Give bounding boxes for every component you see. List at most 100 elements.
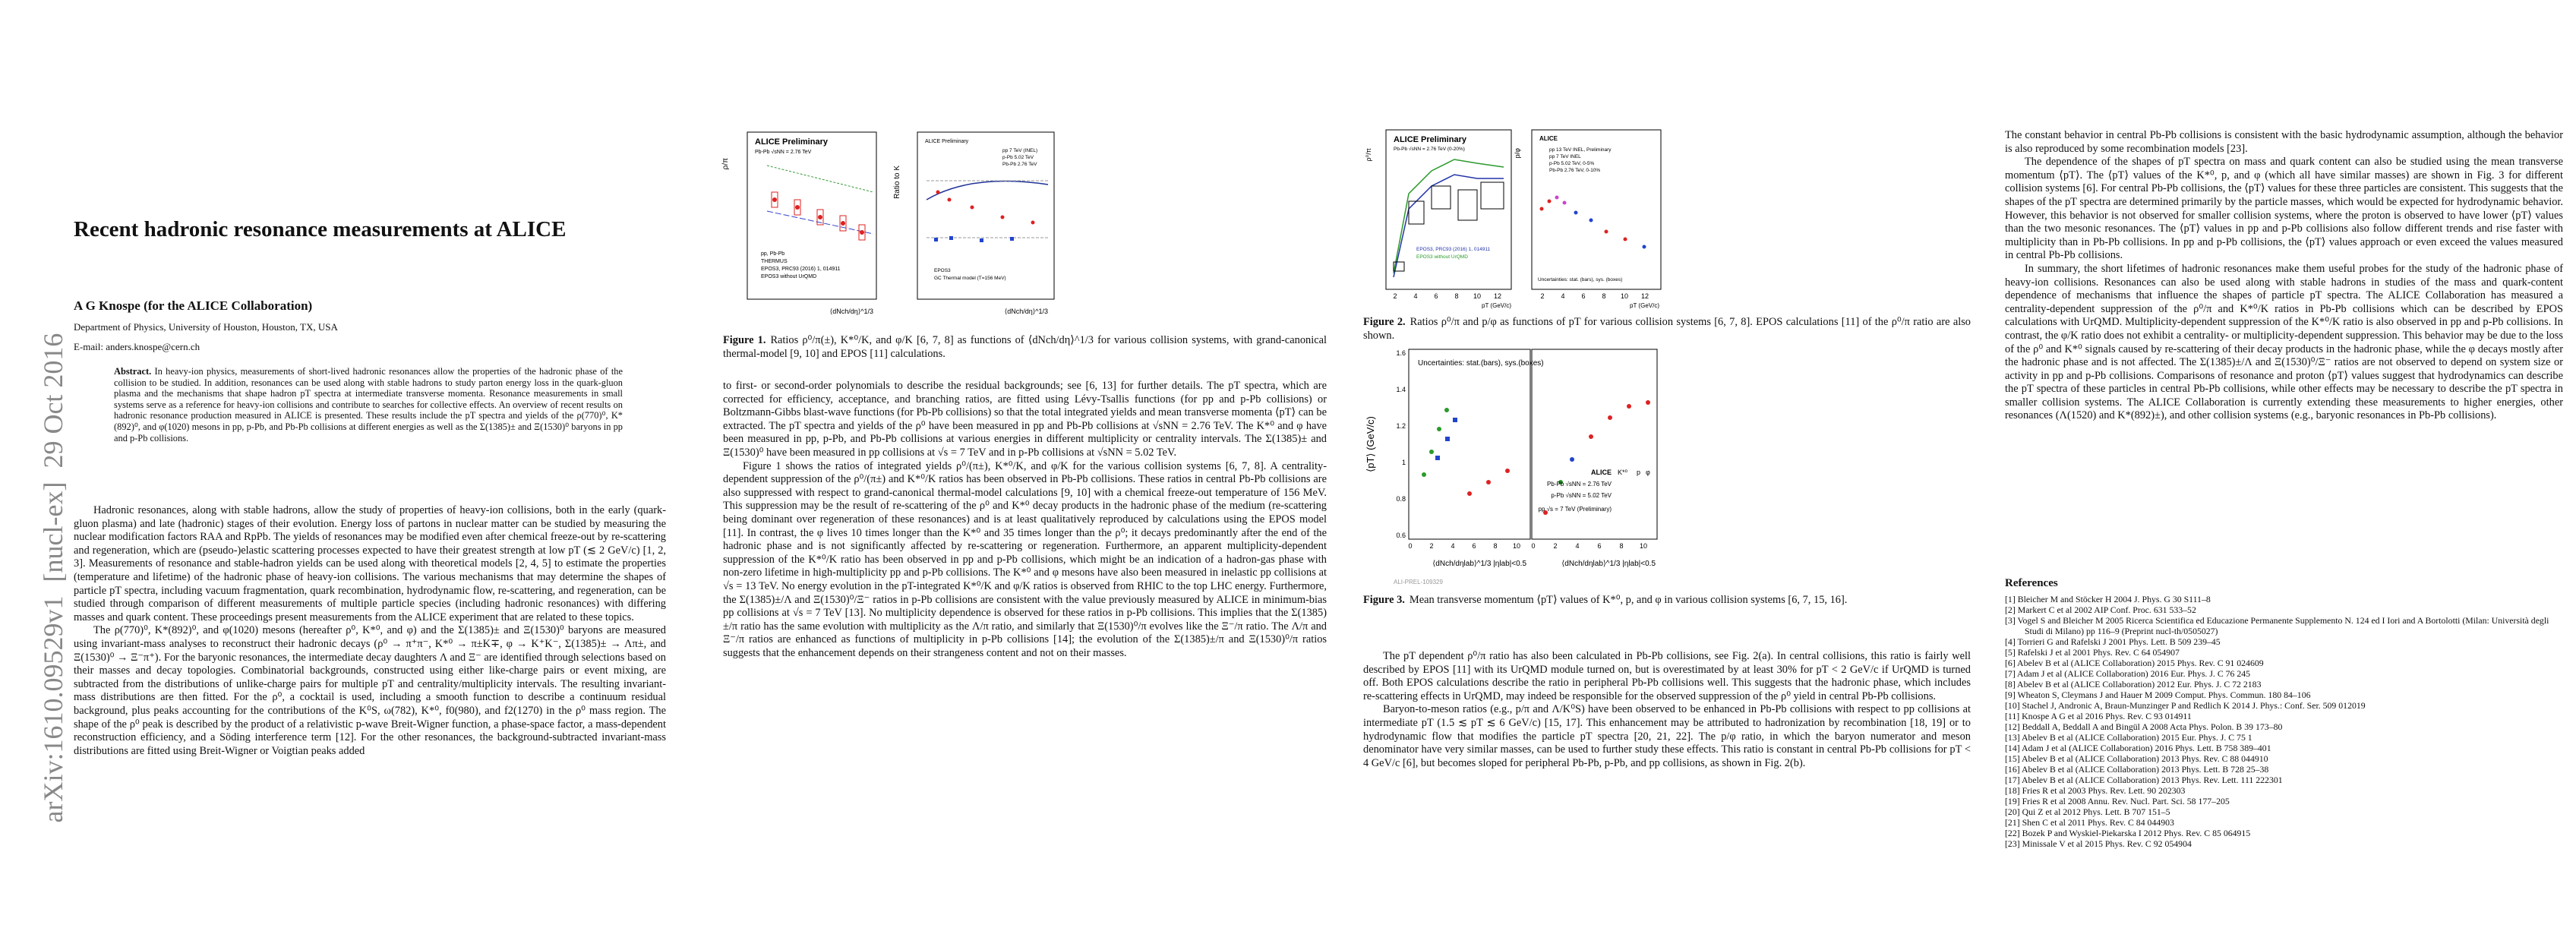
tick-label: 4 [1451, 542, 1454, 550]
tick-label: 10 [1640, 542, 1647, 550]
tick-label: 10 [1621, 292, 1628, 300]
data-points [936, 190, 1035, 225]
reference: [21] Shen C et al 2011 Phys. Rev. C 84 0… [2005, 817, 2174, 828]
data-points [1539, 195, 1646, 249]
reference: [2] Markert C et al 2002 AIP Conf. Proc.… [2005, 604, 2196, 615]
x-axis-label: pT (GeV/c) [1630, 302, 1659, 309]
reference: [7] Adam J et al (ALICE Collaboration) 2… [2005, 668, 2251, 679]
affiliation: Department of Physics, University of Hou… [74, 321, 338, 333]
tick-label: 8 [1454, 292, 1458, 300]
panel-title: ALICE [1539, 135, 1558, 142]
reference: [9] Wheaton S, Cleymans J and Hauer M 20… [2005, 690, 2311, 700]
paragraph: Figure 1 shows the ratios of integrated … [723, 459, 1327, 659]
model-curve [1393, 174, 1504, 278]
panel-frame [1408, 349, 1531, 540]
species-label: K*⁰ [1618, 469, 1628, 476]
paragraph: Baryon-to-meson ratios (e.g., p/π and Λ/… [1363, 703, 1971, 769]
paragraph: Hadronic resonances, along with stable h… [74, 504, 666, 623]
legend-entry: Pb-Pb √sNN = 2.76 TeV [1547, 481, 1612, 488]
figure-caption: Figure 3. Mean transverse momentum ⟨pT⟩ v… [1363, 594, 1971, 608]
reference: [16] Abelev B et al (ALICE Collaboration… [2005, 764, 2269, 775]
panel-frame [747, 131, 877, 300]
x-axis-label: pT (GeV/c) [1482, 302, 1511, 309]
legend-entry: pp 7 TeV (INEL) [1002, 148, 1037, 153]
caption-label: Figure 2. [1363, 316, 1406, 328]
tick-label: 8 [1602, 292, 1605, 300]
tick-label: 2 [1393, 292, 1397, 300]
reference: [5] Rafelski J et al 2001 Phys. Rev. C 6… [2005, 647, 2180, 658]
model-curve [766, 210, 874, 235]
references-heading: References [2005, 577, 2058, 589]
abstract-label: Abstract. [114, 366, 152, 377]
legend-entry: Pb-Pb 2.76 TeV, 0-10% [1549, 168, 1600, 173]
reference: [14] Adam J et al (ALICE Collaboration) … [2005, 743, 2271, 753]
legend-entry: pp √s = 7 TeV (Preliminary) [1539, 506, 1612, 513]
tick-label: 0.8 [1396, 495, 1406, 503]
paragraph: In summary, the short lifetimes of hadro… [2005, 262, 2564, 422]
paragraph: The constant behavior in central Pb-Pb c… [2005, 129, 2563, 155]
reference: [1] Bleicher M and Stöcker H 2004 J. Phy… [2005, 594, 2211, 604]
tick-label: 10 [1513, 542, 1520, 550]
panel-frame [917, 131, 1055, 300]
tick-label: 0 [1408, 542, 1412, 550]
tick-label: 1.4 [1396, 386, 1406, 393]
tick-label: 2 [1429, 542, 1433, 550]
legend-entry: EPOS3, PRC93 (2016) 1, 014911 [1416, 247, 1490, 252]
figure-caption: Figure 2. Ratios ρ⁰/π and p/φ as function… [1363, 316, 1971, 342]
y-axis-label: Ratio to K [893, 166, 901, 199]
tick-label: 12 [1494, 292, 1501, 300]
data-points [1422, 400, 1650, 515]
body-text: The pT dependent ρ⁰/π ratio has also bee… [1363, 650, 1971, 770]
panel-frame [1531, 349, 1658, 540]
abstract-text: In heavy-ion physics, measurements of sh… [114, 366, 623, 443]
legend-entry: p-Pb 5.02 TeV [1002, 155, 1034, 160]
panel-system: Pb-Pb √sNN = 2.76 TeV (0-20%) [1394, 146, 1465, 152]
legend-entry: p-Pb 5.02 TeV, 0-5% [1549, 161, 1594, 166]
x-axis-label: ⟨dNch/dηlab⟩^1/3 |ηlab|<0.5 [1561, 560, 1656, 568]
page-spread: arXiv:1610.09529v1 [nucl-ex] 29 Oct 2016… [38, 129, 2564, 849]
tick-label: 1 [1402, 459, 1406, 466]
tick-label: 4 [1413, 292, 1417, 300]
legend-entry: p-Pb √sNN = 5.02 TeV [1551, 492, 1612, 499]
abstract: Abstract. In heavy-ion physics, measurem… [114, 366, 623, 443]
caption-text: Ratios ρ⁰/π and p/φ as functions of pT f… [1363, 316, 1971, 342]
legend-entry: EPOS3, PRC93 (2016) 1, 014911 [761, 267, 841, 272]
paragraph: The dependence of the shapes of pT spect… [2005, 156, 2563, 262]
panel-title: ALICE Preliminary [925, 139, 969, 144]
body-text: The constant behavior in central Pb-Pb c… [2005, 129, 2563, 423]
reference: [6] Abelev B et al (ALICE Collaboration)… [2005, 658, 2264, 668]
panel-title: ALICE Preliminary [1394, 135, 1467, 144]
legend-entry: EPOS3 without UrQMD [1416, 254, 1468, 260]
legend-entry: EPOS3 [934, 268, 951, 273]
figure-id: ALI-PREL-109329 [1394, 579, 1443, 585]
tick-label: 1.2 [1396, 422, 1406, 430]
model-curve [1393, 159, 1504, 274]
paragraph: to first- or second-order polynomials to… [723, 380, 1327, 459]
tick-label: 1.6 [1396, 349, 1406, 357]
panel-title: ALICE [1591, 469, 1612, 476]
y-axis-label: ρ/π [721, 158, 730, 169]
references: [1] Bleicher M and Stöcker H 2004 J. Phy… [2005, 594, 2563, 849]
x-axis-label: ⟨dNch/dη⟩^1/3 [1005, 308, 1048, 315]
panel-frame [1385, 129, 1512, 290]
legend-entry: pp 7 TeV INEL [1549, 154, 1581, 159]
reference: [20] Qui Z et al 2012 Phys. Lett. B 707 … [2005, 806, 2170, 817]
figure-3: ⟨pT⟩ (GeV/c) Uncertainties: stat.(bars),… [1365, 349, 1658, 585]
uncertainty-note: Uncertainties: stat. (bars), sys. (boxes… [1538, 277, 1622, 282]
tick-label: 8 [1619, 542, 1623, 550]
legend-entry: Pb-Pb 2.76 TeV [1002, 162, 1037, 167]
author: A G Knospe (for the ALICE Collaboration) [74, 298, 313, 313]
tick-label: 4 [1575, 542, 1579, 550]
reference: [12] Beddall A, Beddall A and Bingül A 2… [2005, 721, 2283, 732]
legend-entry: THERMUS [761, 259, 788, 264]
reference: [8] Abelev B et al (ALICE Collaboration)… [2005, 679, 2262, 690]
tick-label: 6 [1597, 542, 1601, 550]
x-axis-label: ⟨dNch/dη⟩^1/3 [830, 308, 873, 315]
figure-1: ρ/π ALICE Preliminary Pb-Pb √sNN = 2.76 … [721, 131, 1055, 315]
tick-label: 6 [1472, 542, 1476, 550]
tick-label: 12 [1641, 292, 1649, 300]
body-text: Hadronic resonances, along with stable h… [74, 504, 666, 758]
paragraph: The ρ(770)⁰, K*(892)⁰, and φ(1020) meson… [74, 624, 666, 757]
email: E-mail: anders.knospe@cern.ch [74, 341, 200, 352]
legend-entry: EPOS3 without UrQMD [761, 274, 816, 279]
